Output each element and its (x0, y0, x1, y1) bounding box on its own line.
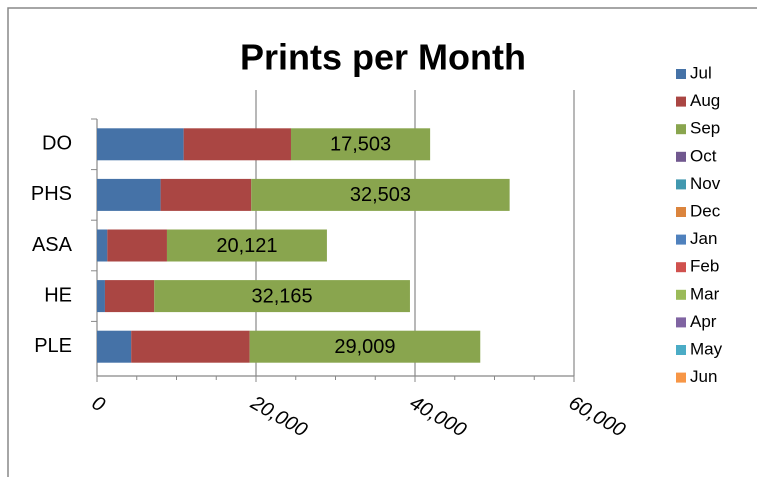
data-label: 20,121 (216, 235, 277, 257)
legend-swatch (676, 317, 686, 328)
legend-swatch (676, 124, 686, 135)
bar-segment (183, 128, 291, 161)
y-tick-label: DO (42, 133, 72, 155)
bar-segment (97, 128, 184, 161)
bar-segment (249, 330, 481, 363)
bar-segment (251, 178, 510, 211)
bar-segment (97, 330, 132, 363)
bar-segment (160, 178, 252, 211)
legend-swatch (676, 262, 686, 273)
data-label: 32,503 (350, 184, 411, 206)
legend-swatch (676, 234, 686, 245)
legend-label: Nov (690, 174, 721, 193)
legend-swatch (676, 151, 686, 162)
data-label: 29,009 (334, 336, 395, 358)
legend-label: Jul (690, 63, 712, 82)
legend-label: Sep (690, 119, 720, 138)
bar-segment (97, 280, 105, 313)
bar-segment (107, 229, 167, 262)
legend-label: Apr (690, 312, 717, 331)
bar-segment (154, 280, 410, 313)
legend-label: Mar (690, 284, 720, 303)
y-tick-label: PLE (34, 335, 72, 357)
legend-swatch (676, 69, 686, 79)
bar-segment (97, 178, 161, 211)
legend-swatch (676, 207, 686, 217)
y-tick-label: ASA (32, 234, 73, 256)
legend-swatch (676, 289, 686, 300)
legend-swatch (676, 179, 686, 190)
legend-swatch (676, 372, 686, 383)
legend-swatch (676, 345, 686, 355)
chart-title: Prints per Month (240, 37, 526, 78)
legend-label: Feb (690, 257, 719, 276)
bar-segment (131, 330, 250, 363)
bar-segment (290, 128, 431, 161)
legend-label: Oct (690, 146, 717, 165)
legend-label: May (690, 339, 723, 358)
legend-label: Aug (690, 91, 720, 110)
legend-label: Dec (690, 201, 721, 220)
data-label: 32,165 (252, 285, 313, 307)
bar-segment (166, 229, 327, 262)
bar-segment (97, 229, 108, 262)
legend-label: Jan (690, 229, 717, 248)
legend-swatch (676, 96, 686, 107)
data-label: 17,503 (330, 134, 391, 156)
y-tick-label: HE (44, 284, 72, 306)
y-tick-label: PHS (31, 183, 72, 205)
legend-label: Jun (690, 367, 717, 386)
bar-segment (104, 280, 155, 313)
